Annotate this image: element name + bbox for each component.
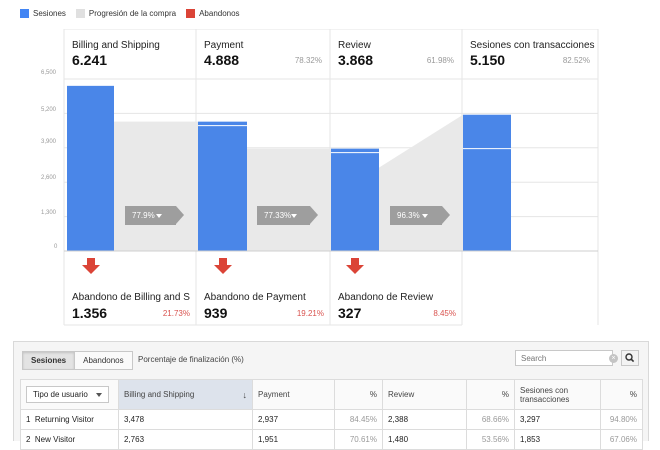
abandon-review[interactable]: Abandono de Review 327 8.45%	[330, 281, 462, 325]
legend-swatch-progression	[75, 9, 85, 18]
abandon-percent: 8.45%	[433, 309, 456, 318]
abandon-name: Abandono de Billing and Sh…	[72, 292, 190, 303]
progression-flow	[247, 148, 331, 251]
column-label: Billing and Shipping	[124, 389, 195, 399]
stage-review[interactable]: Review 3.868 61.98%	[330, 29, 462, 79]
abandon-payment[interactable]: Abandono de Payment 939 19.21%	[196, 281, 330, 325]
transactions-pct-cell: 94.80%	[600, 409, 643, 430]
user-type: Returning Visitor	[34, 415, 94, 424]
user-type-cell[interactable]: 1 Returning Visitor	[20, 409, 119, 430]
stage-name: Review	[338, 40, 371, 51]
stage-sessions: 6.241	[72, 52, 108, 68]
abandon-name: Abandono de Review	[338, 292, 434, 303]
chevron-down-icon	[156, 213, 162, 218]
payment-cell: 2,937	[252, 409, 335, 430]
chevron-down-icon	[95, 392, 102, 397]
funnel-bar	[463, 114, 511, 251]
funnel-data-table: Tipo de usuario Billing and Shipping ↓ P…	[20, 379, 643, 450]
column-header-payment-pct[interactable]: %	[334, 379, 383, 410]
stage-percent: 78.32%	[294, 56, 322, 65]
payment-pct-cell: 84.45%	[334, 409, 383, 430]
column-header-review[interactable]: Review	[382, 379, 467, 410]
y-tick-label: 1,300	[41, 210, 57, 216]
row-index: 1	[26, 415, 31, 424]
review-cell: 2,388	[382, 409, 467, 430]
abandon-percent: 21.73%	[162, 309, 190, 318]
column-header-payment[interactable]: Payment	[252, 379, 335, 410]
conversion-rate: 77.33%	[264, 211, 292, 220]
funnel-bar	[67, 85, 114, 251]
chevron-down-icon	[422, 213, 428, 218]
legend-item-sessions: Sesiones	[20, 9, 66, 18]
legend-label: Sesiones	[33, 9, 66, 18]
legend-swatch-sessions	[20, 9, 29, 18]
abandon-arrow-icon	[82, 258, 100, 274]
funnel-bar	[331, 148, 379, 251]
conversion-pill-payment-to-review[interactable]: 77.33%	[257, 206, 318, 225]
funnel-bar	[198, 121, 247, 251]
search-icon	[625, 353, 635, 363]
stage-sessions: 5.150	[470, 52, 506, 68]
progression-flow	[379, 114, 463, 251]
column-header-transactions[interactable]: Sesiones con transacciones	[514, 379, 601, 410]
y-tick-label: 6,500	[41, 70, 57, 76]
legend-item-abandons: Abandonos	[186, 9, 240, 18]
y-tick-label: 2,600	[41, 175, 57, 181]
stage-transactions[interactable]: Sesiones con transacciones 5.150 82.52%	[462, 29, 598, 79]
column-header-review-pct[interactable]: %	[466, 379, 515, 410]
search-button[interactable]	[621, 350, 639, 366]
abandon-arrow-icon	[214, 258, 232, 274]
funnel-table-panel: Sesiones Abandonos Porcentaje de finaliz…	[13, 341, 649, 450]
tab-abandons[interactable]: Abandonos	[75, 351, 133, 370]
review-pct-cell: 68.66%	[466, 409, 515, 430]
stage-name: Billing and Shipping	[72, 40, 160, 51]
conversion-rate: 77.9%	[132, 211, 155, 220]
search-input[interactable]	[515, 350, 613, 366]
stage-name: Sesiones con transacciones	[470, 40, 595, 51]
legend-label: Progresión de la compra	[88, 9, 177, 18]
transactions-cell: 3,297	[514, 409, 601, 430]
conversion-pill-review-to-transactions[interactable]: 96.3%	[390, 206, 450, 225]
tab-sessions[interactable]: Sesiones	[22, 351, 76, 370]
legend-label: Abandonos	[199, 9, 240, 18]
funnel-legend: Sesiones Progresión de la compra Abandon…	[20, 9, 250, 18]
stage-billing-and-shipping[interactable]: Billing and Shipping 6.241	[64, 29, 196, 79]
table-row[interactable]: 1 Returning Visitor 3,478 2,937 84.45% 2…	[20, 409, 643, 430]
billing-cell: 3,478	[118, 409, 253, 430]
column-header-transactions-pct[interactable]: %	[600, 379, 643, 410]
view-tabs: Sesiones Abandonos	[22, 351, 133, 370]
chevron-down-icon	[291, 213, 298, 218]
stage-sessions: 4.888	[204, 52, 240, 68]
dimension-header: Tipo de usuario	[20, 379, 119, 410]
progression-flow	[114, 121, 198, 251]
dimension-label: Tipo de usuario	[33, 390, 88, 399]
abandon-percent: 19.21%	[296, 309, 324, 318]
y-tick-label: 3,900	[41, 139, 57, 145]
stage-payment[interactable]: Payment 4.888 78.32%	[196, 29, 330, 79]
stage-percent: 61.98%	[426, 56, 454, 65]
abandon-count: 1.356	[72, 305, 108, 321]
abandon-arrow-icon	[346, 258, 364, 274]
abandon-billing-and-shipping[interactable]: Abandono de Billing and Sh… 1.356 21.73%	[64, 281, 196, 325]
stage-name: Payment	[204, 40, 244, 51]
y-tick-label: 0	[54, 244, 58, 250]
sort-descending-icon: ↓	[242, 389, 248, 400]
dimension-select[interactable]: Tipo de usuario	[26, 386, 109, 403]
conversion-pill-billing-to-payment[interactable]: 77.9%	[125, 206, 184, 225]
y-tick-label: 5,200	[41, 107, 57, 113]
abandon-count: 327	[338, 305, 362, 321]
abandon-name: Abandono de Payment	[204, 292, 306, 303]
clear-search-icon[interactable]: ×	[609, 354, 618, 363]
table-header-row: Tipo de usuario Billing and Shipping ↓ P…	[20, 379, 643, 410]
conversion-rate: 96.3%	[397, 211, 420, 220]
column-header-billing[interactable]: Billing and Shipping ↓	[118, 379, 253, 410]
abandon-count: 939	[204, 305, 228, 321]
checkout-funnel: 6,500 5,200 3,900 2,600 1,300 0 Billing …	[0, 29, 660, 329]
stage-sessions: 3.868	[338, 52, 374, 68]
legend-item-progression: Progresión de la compra	[75, 9, 177, 18]
legend-swatch-abandons	[186, 9, 196, 18]
completion-rate-toggle[interactable]: Porcentaje de finalización (%)	[138, 355, 244, 364]
stage-percent: 82.52%	[562, 56, 590, 65]
